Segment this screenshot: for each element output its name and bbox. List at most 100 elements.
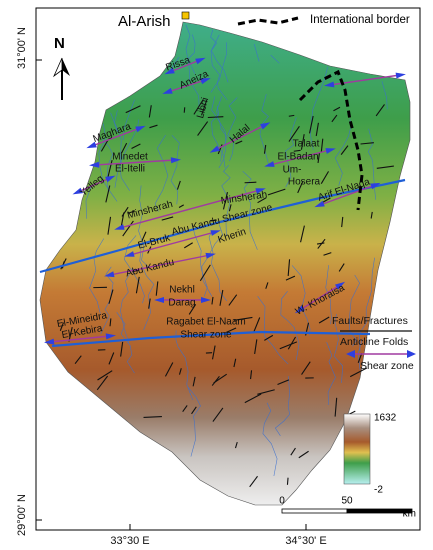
place-label: Um- (283, 165, 302, 176)
river (210, 34, 228, 101)
anticline-arrow (195, 57, 206, 65)
fault (108, 289, 114, 304)
fault (188, 303, 197, 315)
fault (257, 389, 275, 395)
river (349, 274, 360, 347)
scale-bar-segment (346, 508, 413, 514)
river (310, 66, 328, 150)
anticline-arrow (164, 67, 175, 75)
fault (234, 441, 238, 449)
fault (191, 406, 197, 415)
river (201, 224, 224, 297)
river (211, 96, 228, 162)
fault (213, 373, 228, 384)
anticline-arrow (44, 338, 55, 345)
river (110, 112, 118, 133)
fault (334, 397, 338, 417)
river (221, 165, 231, 237)
river (326, 341, 336, 405)
fault (109, 318, 112, 327)
fault (323, 252, 332, 256)
fault (97, 370, 113, 381)
fault (297, 181, 304, 194)
north-arrow (62, 58, 70, 76)
legend-label: Shear zone (360, 360, 414, 372)
legend-label: Faults/Fractures (332, 315, 408, 327)
anticline-arrow (154, 297, 164, 303)
anticline-arrow (264, 161, 275, 167)
fault (148, 105, 152, 118)
river (208, 230, 228, 302)
anticline (119, 189, 261, 229)
fault (375, 104, 385, 117)
anticline-arrow (395, 72, 406, 79)
fault (286, 477, 289, 485)
anticline-arrow (314, 200, 325, 208)
river (210, 42, 227, 93)
river (154, 134, 169, 212)
anticline-arrow (335, 281, 346, 290)
fault (178, 368, 182, 375)
place-label: Shear zone (180, 330, 232, 341)
river (253, 44, 260, 62)
fault (370, 211, 373, 219)
fault (316, 242, 325, 245)
river (170, 56, 180, 70)
anticline (49, 335, 111, 343)
sinai-terrain (39, 21, 411, 506)
anticline-arrow (124, 251, 135, 257)
international-border (298, 69, 364, 211)
fault (141, 231, 147, 241)
anticline (214, 124, 266, 151)
fault (122, 220, 134, 237)
river (367, 128, 376, 200)
fault (143, 415, 162, 418)
anticline-arrow (201, 297, 211, 303)
fault (301, 361, 311, 375)
fault (288, 114, 295, 117)
fault (96, 375, 109, 391)
river (139, 243, 155, 331)
river (211, 105, 226, 168)
anticline-arrow (104, 271, 115, 278)
fault (207, 116, 224, 119)
fault (249, 475, 258, 488)
place-label: Ragabet El-Naam (166, 317, 245, 328)
fault (219, 289, 224, 306)
anticline-arrow (325, 148, 336, 154)
fault (285, 275, 296, 281)
al-arish-marker (181, 11, 190, 20)
anticline (94, 159, 176, 166)
place-label: Darag (168, 298, 195, 309)
fault (293, 149, 301, 152)
fault (135, 276, 140, 294)
anticline-arrow (89, 161, 100, 168)
fault (244, 393, 262, 404)
river (120, 268, 133, 343)
fault (223, 327, 237, 334)
fault (197, 121, 209, 136)
fault (60, 258, 67, 270)
fault (265, 282, 269, 289)
fault (107, 159, 113, 178)
place-label: El-Badan (277, 152, 318, 163)
fault (199, 264, 211, 282)
fault (74, 355, 82, 365)
place-label: Nekhl (169, 285, 195, 296)
faults (59, 99, 394, 488)
river (175, 330, 193, 401)
fault (105, 185, 111, 203)
anticline-arrow (170, 157, 181, 164)
river (274, 376, 291, 436)
fault (349, 367, 368, 378)
fault (233, 316, 253, 321)
fault (193, 99, 204, 115)
fault (287, 336, 296, 350)
fault (263, 144, 267, 154)
fault (148, 298, 151, 309)
fault (192, 376, 196, 387)
fault (228, 294, 238, 306)
anticline (319, 184, 376, 206)
fault (127, 210, 136, 214)
